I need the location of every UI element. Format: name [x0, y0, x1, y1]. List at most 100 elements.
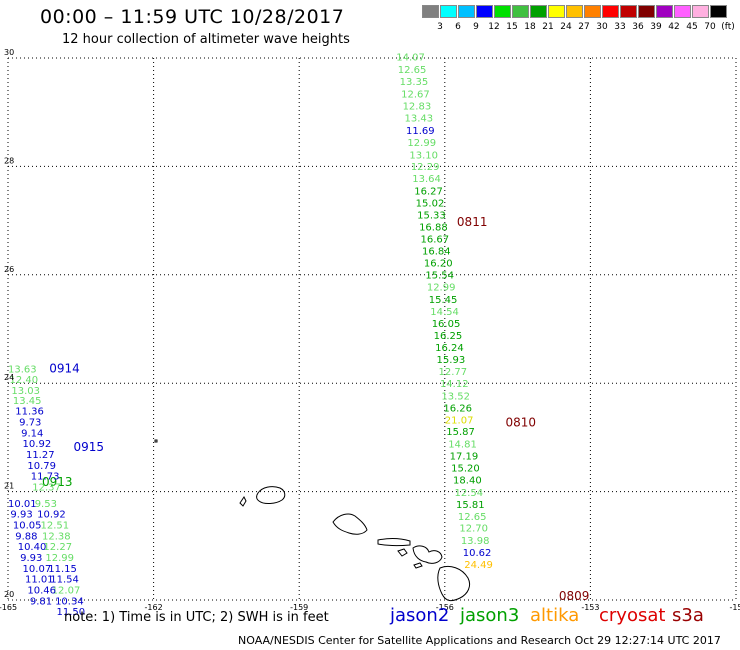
legend-label: 24 — [560, 22, 572, 32]
legend-label: 15 — [506, 22, 518, 32]
wave-height-value: 11.36 — [15, 407, 44, 418]
hawaiian-islands — [154, 439, 471, 602]
legend-swatch — [548, 5, 565, 18]
legend-swatch — [440, 5, 457, 18]
wave-height-value: 10.07 — [23, 564, 52, 575]
legend-label: 18 — [524, 22, 536, 32]
wave-height-value: 13.98 — [461, 536, 490, 547]
wave-height-value: 12.40 — [9, 375, 38, 386]
wave-height-value: 16.26 — [443, 403, 472, 414]
y-tick-label: 28 — [4, 156, 14, 165]
wave-height-value: 12.83 — [403, 101, 432, 112]
units-note: note: 1) Time is in UTC; 2) SWH is in fe… — [64, 610, 329, 625]
legend-swatch — [422, 5, 439, 18]
satellite-s3a: s3a — [672, 605, 704, 626]
y-tick-label: 21 — [4, 482, 14, 491]
wave-height-value: 12.67 — [401, 90, 430, 101]
x-tick-label: -165 — [0, 603, 17, 612]
legend-label: 36 — [632, 22, 644, 32]
wave-height-value: 12.99 — [427, 283, 456, 294]
island-kauai — [256, 486, 286, 504]
wave-height-value: 13.35 — [400, 77, 429, 88]
track-0811-0809: 14.0712.6513.3512.6712.8313.4311.6912.99… — [396, 53, 493, 571]
wave-height-value: 15.54 — [425, 271, 454, 282]
x-tick-label: -15 — [729, 603, 740, 612]
wave-height-value: 9.53 — [35, 499, 57, 510]
island-oahu — [332, 513, 368, 535]
legend-label: 27 — [578, 22, 590, 32]
wave-height-value: 9.81 — [30, 596, 52, 607]
wave-height-value: 12.54 — [455, 488, 484, 499]
wave-height-value: 18.40 — [453, 475, 482, 486]
wave-height-value: 10.92 — [37, 510, 66, 521]
island-niihau — [239, 496, 247, 507]
wave-height-value: 12.51 — [41, 520, 70, 531]
wave-height-value: 16.67 — [421, 234, 450, 245]
wave-height-value: 12.27 — [43, 542, 72, 553]
x-tick-label: -156 — [436, 603, 454, 612]
wave-height-value: 16.20 — [424, 259, 453, 270]
credit-line: NOAA/NESDIS Center for Satellite Applica… — [238, 634, 721, 647]
wave-height-value: 10.62 — [463, 548, 492, 559]
island-hawaii — [437, 565, 471, 602]
legend-label: 3 — [437, 22, 443, 32]
wave-height-value: 11.27 — [26, 450, 55, 461]
x-tick-label: -153 — [581, 603, 599, 612]
legend-label: 6 — [455, 22, 461, 32]
wave-height-value: 12.77 — [438, 367, 467, 378]
wave-height-value: 11.54 — [50, 575, 79, 586]
legend-swatch — [494, 5, 511, 18]
wave-height-value: 12.07 — [52, 585, 81, 596]
map-grid — [7, 57, 737, 601]
track-0914-0915: 13.6312.4013.0313.4511.369.739.1410.9211… — [8, 364, 85, 618]
track-0913: 10.019.9310.059.8810.409.9310.0711.0110.… — [8, 499, 56, 608]
wave-height-value: 10.92 — [23, 439, 52, 450]
wave-height-value: 13.03 — [11, 386, 40, 397]
island-nihoa-dot — [154, 439, 158, 443]
y-tick-label: 20 — [4, 590, 14, 599]
wave-height-value: 11.73 — [31, 472, 60, 483]
wave-height-value: 12.99 — [407, 138, 436, 149]
island-maui — [412, 545, 443, 564]
pass-time-label: 0915 — [74, 440, 105, 454]
y-tick-label: 30 — [4, 48, 14, 57]
wave-height-value: 12.37 — [32, 483, 61, 494]
legend-swatch — [566, 5, 583, 18]
island-molokai — [377, 538, 411, 547]
satellite-jason2: jason2 — [390, 605, 450, 626]
pass-time-label: 0811 — [457, 215, 488, 229]
wave-height-value: 15.81 — [456, 500, 485, 511]
wave-height-value: 9.14 — [21, 428, 43, 439]
legend-label: (ft) — [721, 22, 735, 32]
wave-height-value: 9.88 — [15, 531, 37, 542]
island-lanai — [397, 548, 408, 557]
wave-height-value: 11.50 — [57, 607, 86, 618]
wave-height-value: 13.10 — [409, 150, 438, 161]
wave-height-value: 16.24 — [435, 343, 464, 354]
legend-label: 39 — [650, 22, 662, 32]
legend-swatch — [476, 5, 493, 18]
legend-swatch — [584, 5, 601, 18]
wave-height-value: 14.07 — [396, 53, 425, 64]
wave-height-value: 15.45 — [429, 295, 458, 306]
wave-height-value: 15.20 — [451, 464, 480, 475]
pass-time-label: 0913 — [42, 475, 73, 489]
axis-tick-labels: -165 -162 -159 -156 -153 -15 20 21 24 26 28 30 — [0, 48, 740, 612]
legend-swatch — [530, 5, 547, 18]
island-kahoolawe — [413, 562, 423, 569]
pass-time-label: 0810 — [505, 416, 536, 430]
map-subtitle: 12 hour collection of altimeter wave hei… — [62, 32, 350, 47]
wave-height-value: 11.15 — [48, 564, 77, 575]
wave-height-value: 16.27 — [414, 187, 443, 198]
legend-swatch — [674, 5, 691, 18]
legend-label: 42 — [668, 22, 680, 32]
wave-height-value: 12.99 — [45, 553, 74, 564]
wave-height-value: 13.43 — [405, 113, 434, 124]
x-tick-label: -162 — [145, 603, 163, 612]
wave-height-value: 9.93 — [10, 510, 32, 521]
wave-height-value: 12.70 — [459, 524, 488, 535]
wave-height-value: 10.05 — [13, 520, 42, 531]
wave-height-value: 14.54 — [430, 307, 459, 318]
legend-swatch — [638, 5, 655, 18]
y-tick-label: 26 — [4, 265, 14, 274]
